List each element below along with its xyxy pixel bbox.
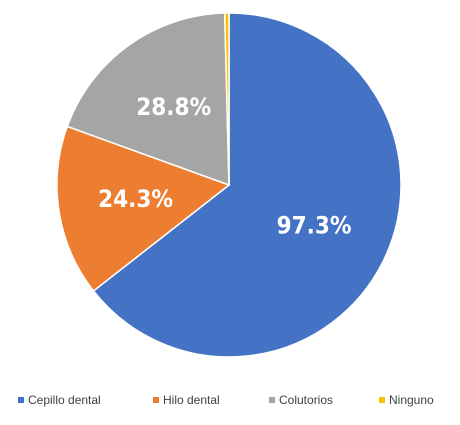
legend-swatch	[269, 397, 275, 403]
pie-slice	[223, 12, 230, 186]
legend-label: Cepillo dental	[28, 393, 101, 407]
pie-slice	[66, 12, 230, 187]
value-label: 24.3%	[98, 185, 173, 213]
pie-slice	[92, 12, 402, 358]
legend-label: Colutorios	[279, 393, 333, 407]
legend-swatch	[18, 397, 24, 403]
legend-swatch	[379, 397, 385, 403]
legend-swatch	[153, 397, 159, 403]
value-label: 28.8%	[136, 93, 211, 121]
legend-label: Ninguno	[389, 393, 434, 407]
value-label: 97.3%	[277, 211, 352, 239]
legend-label: Hilo dental	[163, 393, 220, 407]
pie-slice	[56, 125, 231, 293]
